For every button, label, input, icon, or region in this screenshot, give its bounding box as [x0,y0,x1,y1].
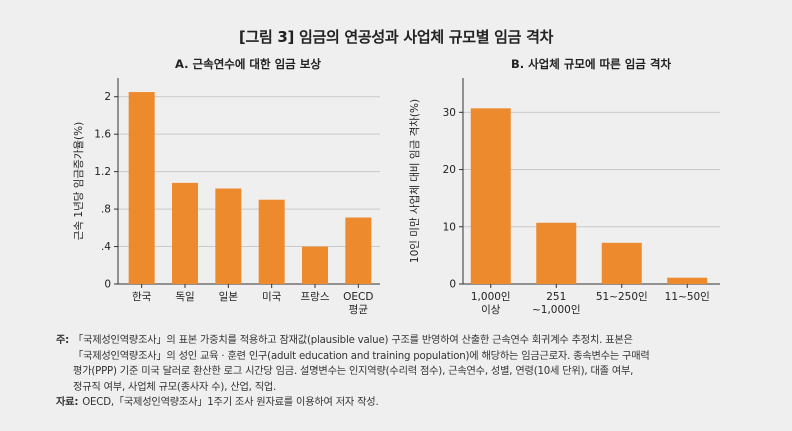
y-axis-label: 10인 미만 사업체 대비 임금 격차(%) [408,99,421,263]
bar [302,246,328,284]
x-tick-label: 평균 [349,304,369,316]
x-tick-label: 1,000인 [471,291,511,303]
x-tick-label: 한국 [132,291,152,303]
y-tick-label: 0 [449,279,456,291]
y-tick-label: .8 [101,204,111,216]
note-line: 평가(PPP) 기준 미국 달러로 환산한 로그 시간당 임금. 설명변수는 인… [73,366,634,377]
chart-title: A. 근속연수에 대한 임금 보상 [175,57,321,71]
x-tick-label: 일본 [219,290,239,303]
note-body: 「국제성인역량조사」의 표본 가중치를 적용하고 잠재값(plausible v… [73,333,650,395]
x-tick-label: 11~50인 [665,291,710,303]
notes-section: 주: 「국제성인역량조사」의 표본 가중치를 적용하고 잠재값(plausibl… [56,333,756,411]
source-label: 자료: [56,397,79,408]
bar [536,222,577,284]
note-line: 「국제성인역량조사」의 성인 교육 · 훈련 인구(adult educatio… [73,350,650,362]
x-tick-label: 독일 [175,290,194,303]
y-tick-label: 20 [443,164,456,176]
bar [172,182,198,284]
x-tick-label: 프랑스 [301,291,330,303]
figure-title: [그림 3] 임금의 연공성과 사업체 규모별 임금 격차 [238,28,554,46]
x-tick-label: 이상 [481,304,501,316]
bar [601,242,642,284]
y-tick-label: 1.2 [94,166,111,178]
source-row: 자료: OECD,「국제성인역량조사」1주기 조사 원자료를 이용하여 저자 작… [56,395,756,411]
y-tick-label: 2 [104,91,111,103]
y-tick-label: 30 [443,107,456,119]
x-tick-label: 251 [546,291,566,303]
x-tick-label: OECD [343,291,373,303]
x-tick-label: ~1,000인 [532,304,581,316]
x-tick-label: 미국 [262,291,282,303]
bar [128,92,155,284]
y-tick-label: 1.6 [94,129,111,141]
chart-tenure-wage-return: A. 근속연수에 대한 임금 보상 0 .4 .8 1.2 1.6 2 근속 1년당 임금증가… [72,57,380,316]
bar [258,199,285,284]
x-tick-label: 51~250인 [596,291,648,303]
bar [215,188,242,284]
bar [470,108,511,284]
chart-firm-size-wage-gap: B. 사업체 규모에 따른 임금 격차 0 10 20 30 10인 미만 사업체 대비 … [408,57,720,316]
note-row: 주: 「국제성인역량조사」의 표본 가중치를 적용하고 잠재값(plausibl… [56,333,756,395]
y-tick-label: .4 [101,241,111,253]
note-label: 주: [56,335,70,346]
chart-title: B. 사업체 규모에 따른 임금 격차 [511,57,672,71]
source-text: OECD,「국제성인역량조사」1주기 조사 원자료를 이용하여 저자 작성. [82,397,379,408]
y-tick-label: 10 [443,221,456,233]
y-axis-label: 근속 1년당 임금증가율(%) [72,122,85,240]
bar [667,277,708,284]
y-tick-label: 0 [104,279,111,291]
bar [345,217,372,284]
note-line: 「국제성인역량조사」의 표본 가중치를 적용하고 잠재값(plausible v… [73,335,633,346]
note-line: 정규직 여부, 사업체 규모(종사자 수), 산업, 직업. [73,381,277,393]
